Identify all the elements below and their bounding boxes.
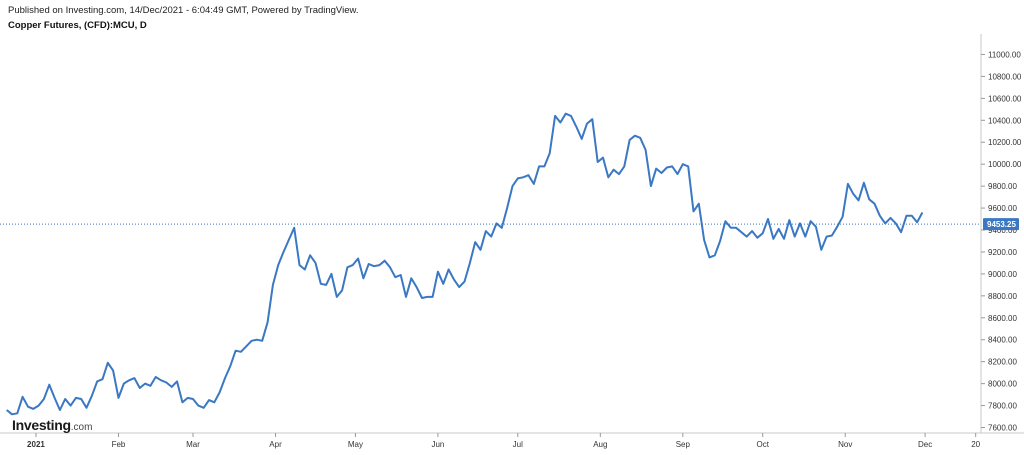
y-tick-label: 11000.00 <box>988 50 1021 59</box>
y-tick-label: 9200.00 <box>988 248 1017 257</box>
x-tick-label: Apr <box>269 440 282 449</box>
x-tick-label: Jun <box>431 440 444 449</box>
y-tick-label: 9600.00 <box>988 204 1017 213</box>
plot-area <box>6 112 924 416</box>
y-tick-label: 10800.00 <box>988 72 1022 81</box>
y-tick-label: 8600.00 <box>988 314 1017 323</box>
y-tick-label: 7600.00 <box>988 424 1017 433</box>
x-tick-label: Mar <box>186 440 200 449</box>
investing-logo: Investing.com <box>12 417 93 433</box>
x-tick-label: May <box>348 440 363 449</box>
y-tick-label: 9800.00 <box>988 182 1017 191</box>
published-info: Published on Investing.com, 14/Dec/2021 … <box>8 5 359 16</box>
y-tick-label: 10400.00 <box>988 116 1022 125</box>
y-tick-label: 10200.00 <box>988 138 1022 147</box>
last-price-label: 9453.25 <box>987 220 1016 229</box>
price-axis: 7600.00 7800.00 8000.00 8200.00 8400.00 8600.… <box>980 34 1022 433</box>
last-price-badge <box>983 218 1019 231</box>
last-price-marker: 9453.25 <box>0 218 1019 231</box>
x-tick-label: Feb <box>112 440 126 449</box>
y-tick-label: 9000.00 <box>988 270 1017 279</box>
x-tick-label: Nov <box>838 440 852 449</box>
y-tick-label: 8000.00 <box>988 380 1017 389</box>
x-tick-label: 20 <box>971 440 980 449</box>
x-tick-label: 2021 <box>27 440 45 449</box>
x-tick-label: Dec <box>918 440 932 449</box>
price-series-line <box>6 112 924 416</box>
x-tick-label: Oct <box>756 440 769 449</box>
x-tick-label: Sep <box>676 440 691 449</box>
y-tick-label: 8400.00 <box>988 336 1017 345</box>
y-tick-label: 7800.00 <box>988 402 1017 411</box>
y-tick-label: 10000.00 <box>988 160 1022 169</box>
y-tick-label: 9400.00 <box>988 226 1017 235</box>
time-axis: 2021 Feb Mar Apr May Jun Jul Aug Sep Oct Nov Dec 20 <box>0 432 1024 449</box>
x-tick-label: Jul <box>513 440 523 449</box>
y-tick-label: 8800.00 <box>988 292 1017 301</box>
x-tick-label: Aug <box>593 440 607 449</box>
chart-symbol-title: Copper Futures, (CFD):MCU, D <box>8 20 147 31</box>
y-tick-label: 10600.00 <box>988 94 1022 103</box>
y-tick-label: 8200.00 <box>988 358 1017 367</box>
